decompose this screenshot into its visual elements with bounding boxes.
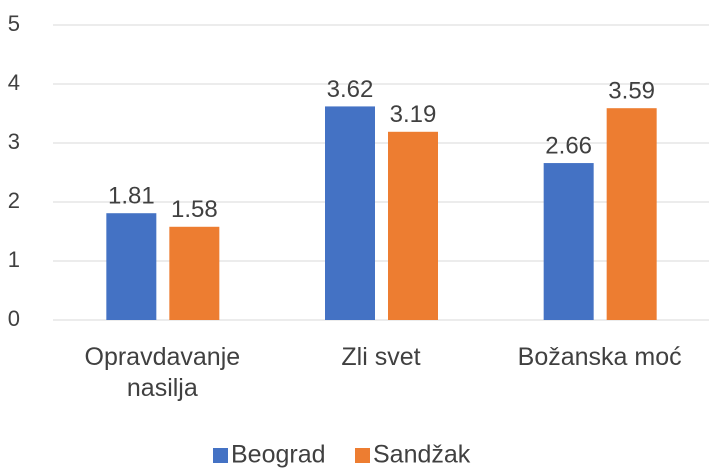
data-label: 3.59 bbox=[608, 78, 655, 105]
bar bbox=[106, 213, 157, 320]
data-label: 2.66 bbox=[545, 132, 592, 159]
bar bbox=[325, 106, 375, 320]
data-label: 1.58 bbox=[171, 196, 218, 223]
bar bbox=[169, 226, 220, 320]
x-tick-label: Zli svet bbox=[341, 343, 421, 371]
y-tick-label: 5 bbox=[8, 11, 20, 36]
y-tick-label: 0 bbox=[8, 306, 20, 331]
x-tick-label: Božanska moć bbox=[517, 343, 682, 371]
legend-label: Sandžak bbox=[373, 441, 471, 469]
bar bbox=[543, 163, 594, 320]
bar bbox=[606, 108, 657, 320]
bar bbox=[388, 131, 438, 320]
y-tick-label: 1 bbox=[8, 247, 20, 272]
y-tick-label: 2 bbox=[8, 188, 20, 213]
data-label: 1.81 bbox=[108, 183, 155, 210]
data-label: 3.19 bbox=[390, 101, 437, 128]
legend-label: Beograd bbox=[231, 441, 326, 469]
y-tick-label: 3 bbox=[8, 129, 20, 154]
legend-swatch bbox=[355, 448, 370, 463]
data-label: 3.62 bbox=[327, 76, 374, 103]
legend-swatch bbox=[213, 448, 228, 463]
y-tick-label: 4 bbox=[8, 70, 20, 95]
x-tick-label: Opravdavanje nasilja bbox=[84, 343, 241, 402]
